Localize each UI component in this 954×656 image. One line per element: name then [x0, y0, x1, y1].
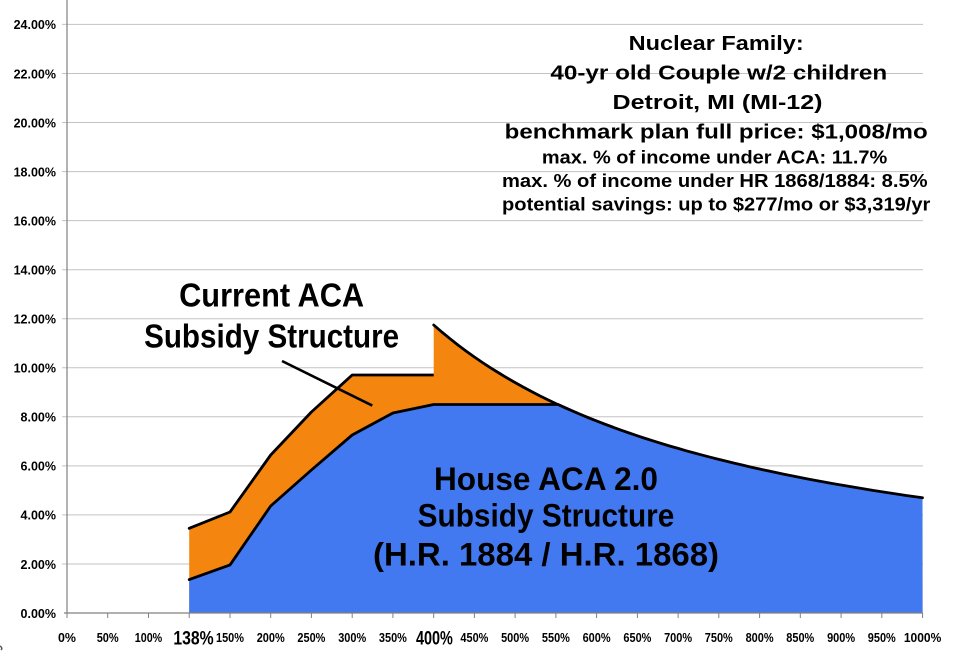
svg-text:750%: 750% [705, 631, 733, 645]
svg-text:300%: 300% [338, 631, 366, 645]
svg-text:900%: 900% [827, 631, 855, 645]
svg-text:benchmark plan full price: $1,: benchmark plan full price: $1,008/mo [505, 121, 928, 143]
svg-text:14.00%: 14.00% [14, 264, 56, 278]
svg-text:138%: 138% [173, 628, 213, 650]
svg-text:Detroit, MI (MI-12): Detroit, MI (MI-12) [613, 92, 823, 114]
svg-text:0%: 0% [58, 631, 76, 645]
svg-text:650%: 650% [623, 631, 651, 645]
svg-text:16.00%: 16.00% [14, 214, 56, 228]
svg-text:max. % of income under ACA: 11: max. % of income under ACA: 11.7% [542, 148, 887, 168]
svg-text:max. % of income under HR 1868: max. % of income under HR 1868/1884: 8.5… [502, 171, 928, 191]
svg-text:850%: 850% [786, 631, 814, 645]
svg-text:8.00%: 8.00% [21, 411, 56, 425]
svg-text:(H.R. 1884 / H.R. 1868): (H.R. 1884 / H.R. 1868) [373, 537, 719, 573]
svg-text:200%: 200% [257, 631, 285, 645]
svg-text:50%: 50% [97, 631, 119, 645]
svg-text:4.00%: 4.00% [21, 509, 56, 523]
svg-text:0.00%: 0.00% [21, 607, 56, 621]
svg-text:950%: 950% [868, 631, 896, 645]
svg-text:Nuclear Family:: Nuclear Family: [629, 33, 804, 55]
svg-text:1000%: 1000% [904, 631, 942, 645]
svg-text:Current ACA: Current ACA [179, 278, 364, 315]
svg-text:700%: 700% [664, 631, 692, 645]
svg-text:500%: 500% [501, 631, 529, 645]
svg-text:10.00%: 10.00% [14, 362, 56, 376]
svg-text:40-yr old Couple w/2 children: 40-yr old Couple w/2 children [550, 63, 887, 85]
svg-text:6.00%: 6.00% [21, 460, 56, 474]
svg-text:250%: 250% [297, 631, 325, 645]
svg-text:24.00%: 24.00% [14, 18, 56, 32]
svg-text:18.00%: 18.00% [14, 165, 56, 179]
svg-text:20.00%: 20.00% [14, 116, 56, 130]
svg-text:350%: 350% [379, 631, 407, 645]
svg-text:Subsidy Structure: Subsidy Structure [418, 498, 675, 534]
svg-text:600%: 600% [583, 631, 611, 645]
svg-text:2.00%: 2.00% [21, 558, 56, 572]
svg-text:Subsidy Structure: Subsidy Structure [144, 319, 399, 356]
svg-text:100%: 100% [135, 631, 163, 645]
svg-text:22.00%: 22.00% [14, 67, 56, 81]
svg-text:12.00%: 12.00% [14, 313, 56, 327]
svg-text:House ACA 2.0: House ACA 2.0 [434, 461, 658, 497]
svg-text:400%: 400% [416, 628, 453, 650]
svg-text:800%: 800% [746, 631, 774, 645]
svg-text:450%: 450% [460, 631, 488, 645]
svg-text:550%: 550% [542, 631, 570, 645]
svg-text:potential savings: up to $277/: potential savings: up to $277/mo or $3,3… [502, 195, 930, 215]
svg-text:150%: 150% [216, 631, 244, 645]
